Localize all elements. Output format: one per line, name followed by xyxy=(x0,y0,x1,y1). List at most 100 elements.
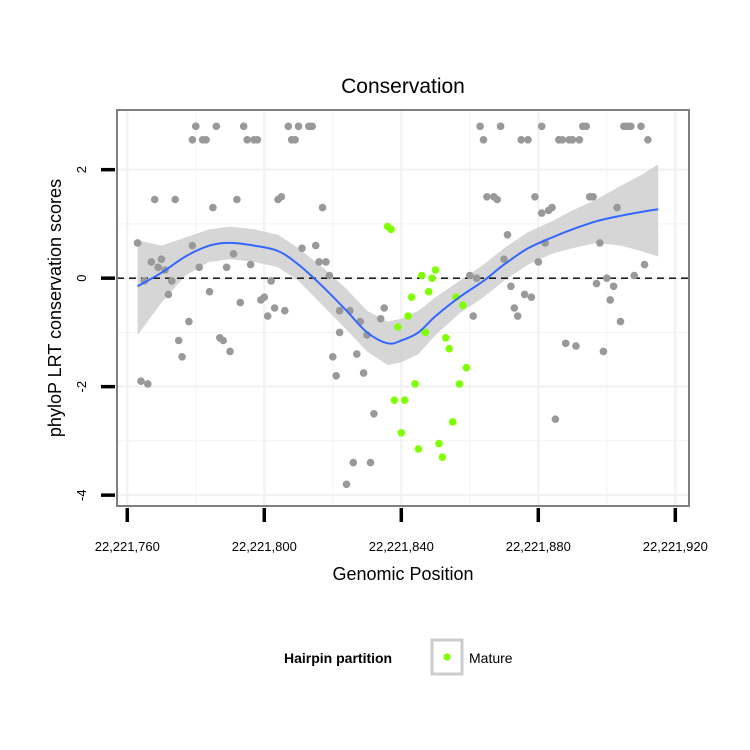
x-axis: 22,221,760 22,221,800 22,221,840 22,221,880… xyxy=(95,508,708,554)
x-tick-label: 22,221,800 xyxy=(232,539,297,554)
other-point xyxy=(472,274,481,283)
mature-point xyxy=(424,287,433,296)
mature-point xyxy=(387,225,395,234)
other-point xyxy=(150,195,159,204)
other-point xyxy=(157,255,166,263)
other-point xyxy=(558,136,567,144)
other-point xyxy=(606,296,614,304)
mature-point xyxy=(431,266,440,274)
other-point xyxy=(233,195,241,204)
other-point xyxy=(551,415,560,424)
other-point xyxy=(209,203,217,212)
other-point xyxy=(263,312,272,320)
other-point xyxy=(469,312,478,320)
mature-point xyxy=(400,396,409,405)
y-tick-label: -2 xyxy=(74,381,89,393)
other-point xyxy=(185,317,193,326)
mature-point xyxy=(390,396,399,405)
other-point xyxy=(527,293,536,302)
x-tick-label: 22,221,920 xyxy=(643,539,708,554)
other-point xyxy=(253,136,262,144)
other-point xyxy=(517,136,525,144)
other-point xyxy=(311,241,320,250)
other-point xyxy=(380,304,389,312)
data-points xyxy=(133,122,652,489)
other-point xyxy=(524,136,532,144)
other-point xyxy=(548,203,556,212)
plot-panel-border xyxy=(116,109,690,507)
other-point xyxy=(575,136,584,144)
other-point xyxy=(513,312,522,320)
other-point xyxy=(239,122,248,131)
other-point xyxy=(531,193,539,201)
other-point xyxy=(572,342,580,350)
other-point xyxy=(479,136,488,144)
other-point xyxy=(370,410,378,418)
mature-point xyxy=(397,429,406,437)
other-point xyxy=(366,458,375,467)
other-point xyxy=(178,353,186,361)
other-point xyxy=(510,304,519,312)
other-point xyxy=(592,279,601,288)
other-point xyxy=(298,244,306,253)
other-point xyxy=(332,372,341,380)
other-point xyxy=(582,122,590,131)
other-point xyxy=(534,258,543,266)
other-point xyxy=(236,298,245,307)
other-point xyxy=(226,347,234,356)
legend-title: Hairpin partition xyxy=(284,650,392,666)
other-point xyxy=(222,263,231,272)
plot-panel xyxy=(117,110,689,506)
other-point xyxy=(243,136,251,144)
other-point xyxy=(267,277,275,285)
other-point xyxy=(640,260,649,269)
other-point xyxy=(281,306,289,315)
other-point xyxy=(596,239,604,247)
other-point xyxy=(164,290,173,299)
other-point xyxy=(589,193,597,201)
mature-point xyxy=(418,271,426,280)
other-point xyxy=(599,347,608,356)
other-point xyxy=(603,274,611,283)
mature-point xyxy=(438,453,447,462)
other-point xyxy=(627,122,635,131)
other-point xyxy=(133,239,142,247)
mature-point xyxy=(421,328,430,337)
other-point xyxy=(335,328,344,337)
other-point xyxy=(188,241,197,250)
other-point xyxy=(630,271,638,280)
other-point xyxy=(500,255,508,263)
other-point xyxy=(171,195,179,204)
mature-point xyxy=(407,293,416,302)
mature-point xyxy=(404,312,412,320)
other-point xyxy=(325,271,334,280)
other-point xyxy=(260,293,269,302)
other-point xyxy=(483,193,491,201)
other-point xyxy=(147,258,156,266)
other-point xyxy=(353,350,361,358)
other-point xyxy=(613,203,621,212)
mature-point xyxy=(445,344,454,353)
legend-key-mature xyxy=(443,653,451,661)
other-point xyxy=(609,282,618,291)
other-point xyxy=(496,122,505,131)
other-point xyxy=(308,122,317,131)
chart-title: Conservation xyxy=(341,75,465,98)
y-tick-label: 2 xyxy=(74,166,89,173)
other-point xyxy=(318,203,327,212)
mature-point xyxy=(448,418,457,426)
other-point xyxy=(503,231,512,239)
legend: Hairpin partition Mature xyxy=(284,638,513,676)
other-point xyxy=(315,258,323,266)
mature-point xyxy=(442,334,450,342)
mature-point xyxy=(428,274,436,283)
mature-point xyxy=(435,439,443,448)
mature-point xyxy=(455,380,464,388)
other-point xyxy=(202,136,210,144)
x-tick-label: 22,221,840 xyxy=(369,539,434,554)
mature-point xyxy=(411,380,419,388)
mature-point xyxy=(414,445,423,453)
other-point xyxy=(561,339,570,348)
x-tick-label: 22,221,760 xyxy=(95,539,160,554)
other-point xyxy=(359,369,368,377)
